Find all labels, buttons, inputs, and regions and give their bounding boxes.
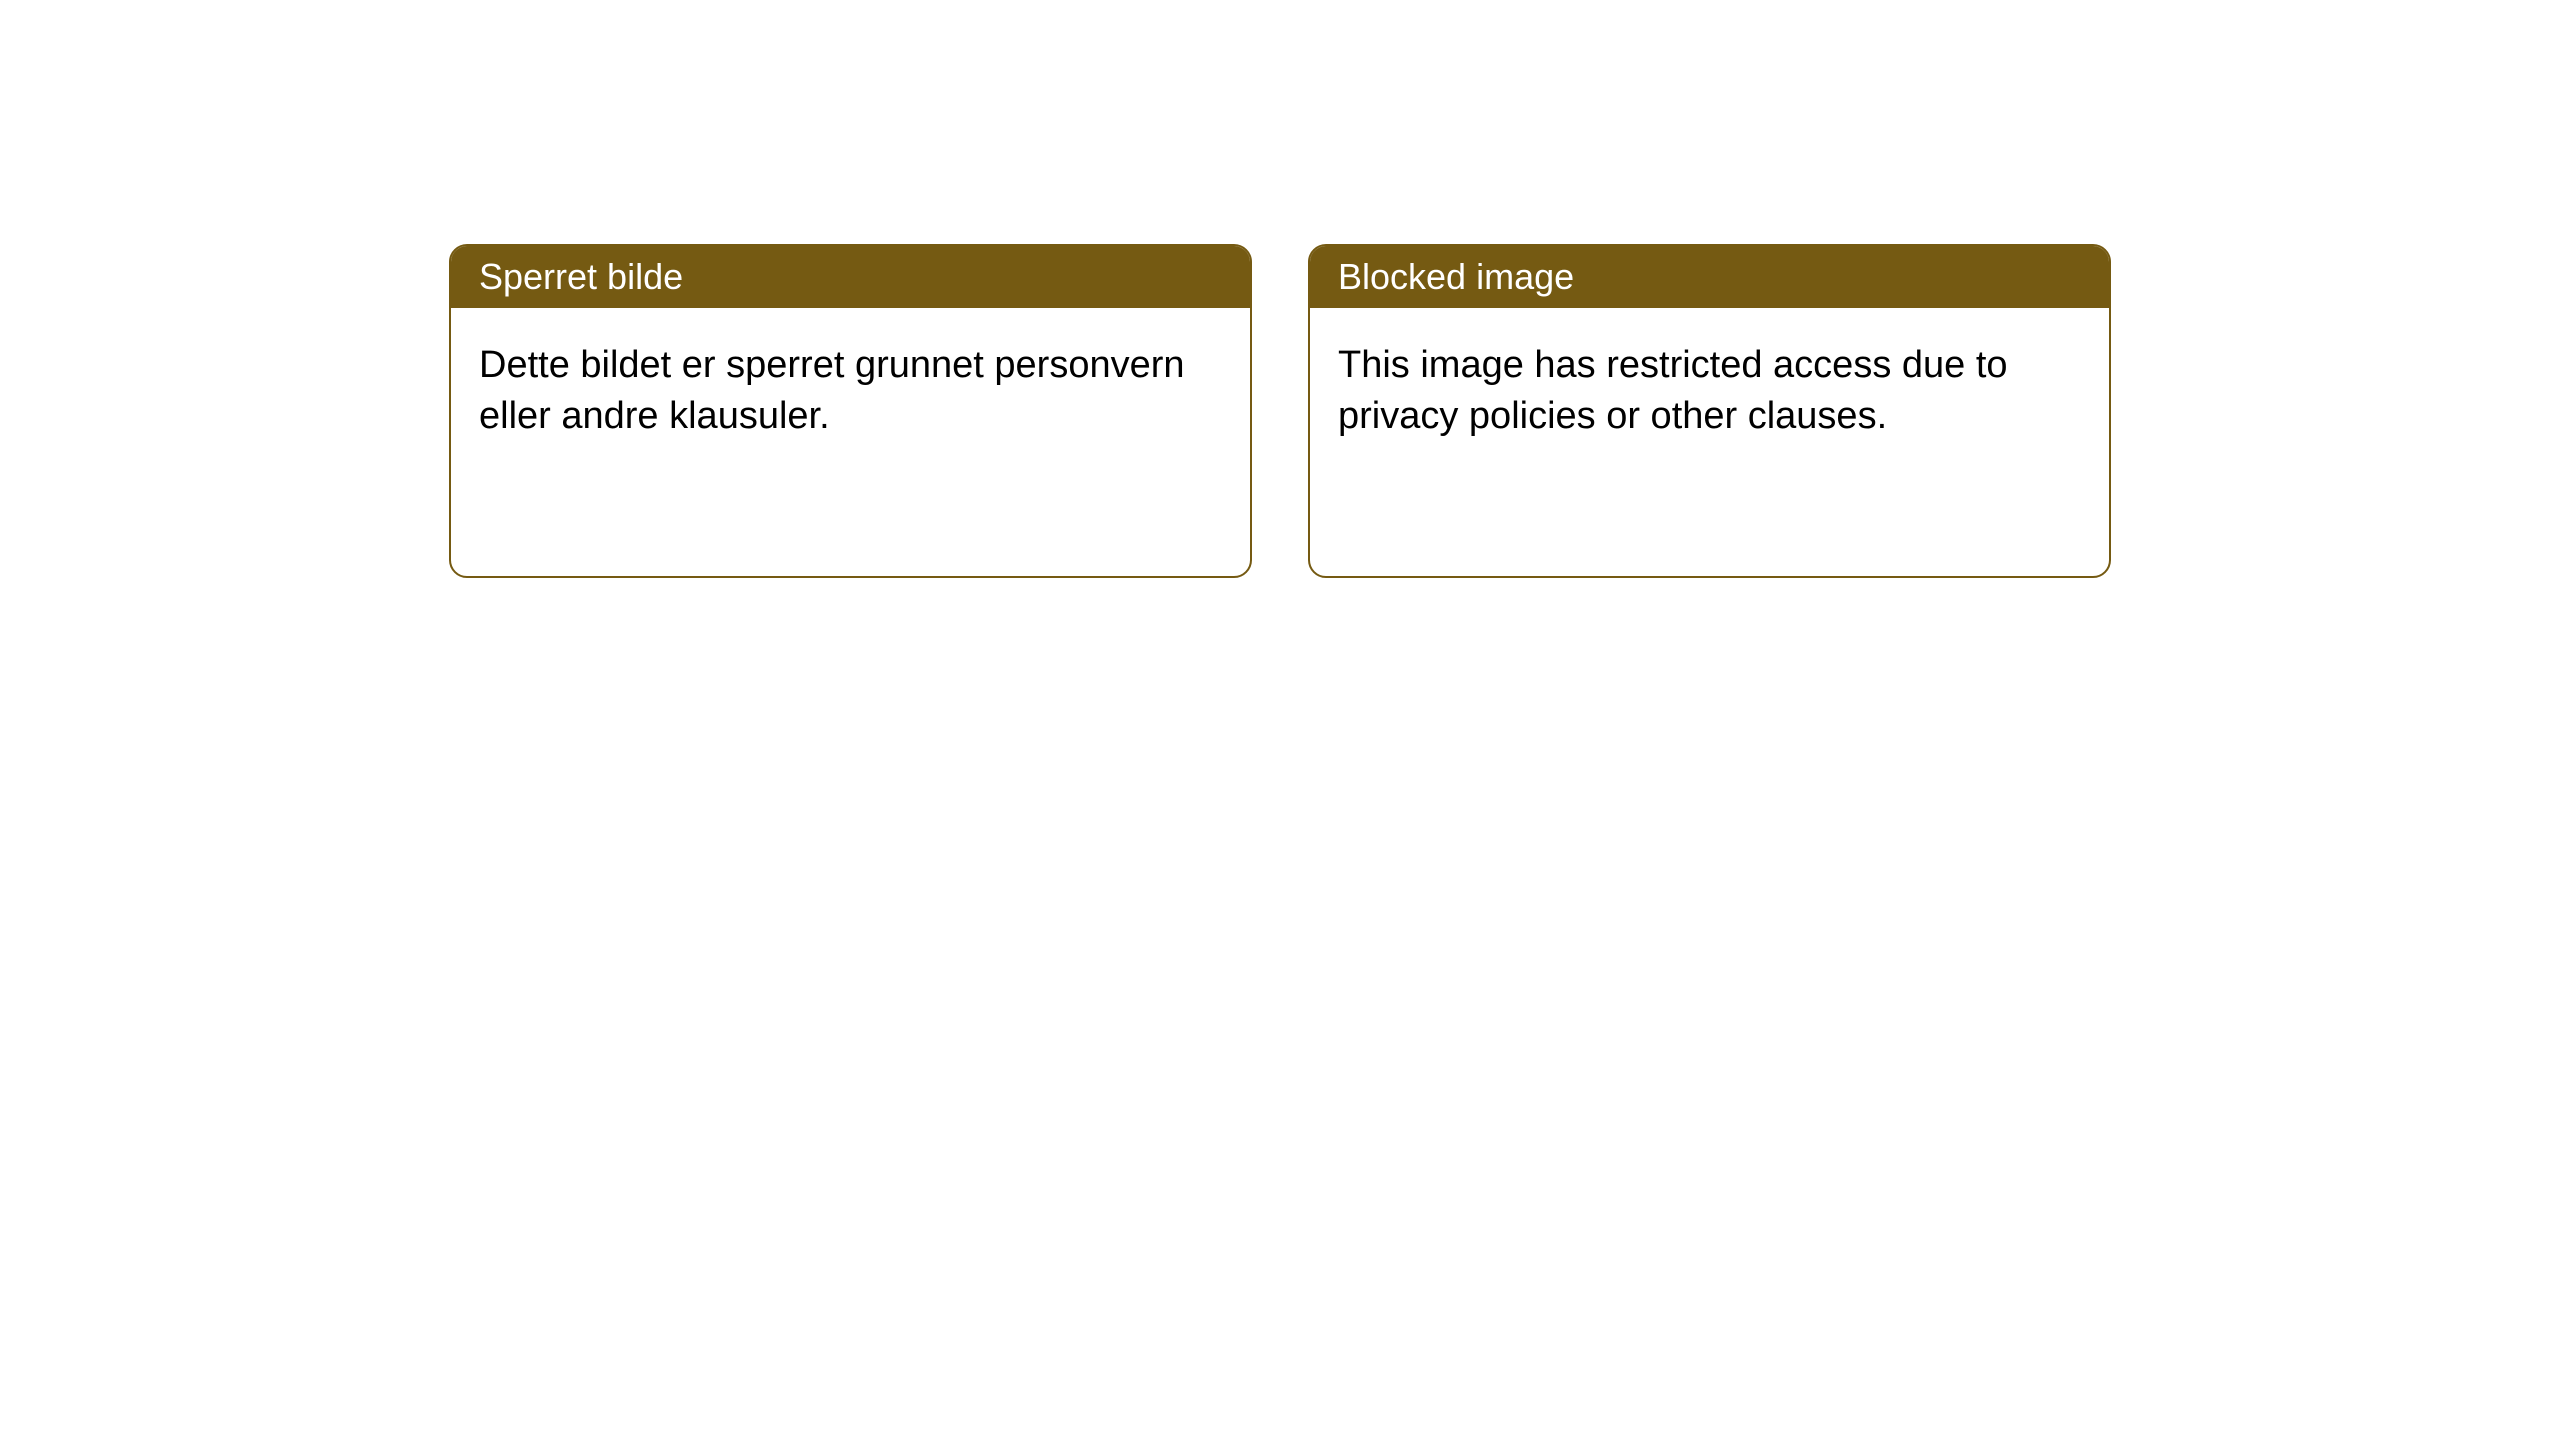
card-header-text: Sperret bilde [479, 256, 683, 297]
card-body: Dette bildet er sperret grunnet personve… [451, 308, 1250, 475]
card-body-text: Dette bildet er sperret grunnet personve… [479, 344, 1185, 437]
card-header: Sperret bilde [451, 246, 1250, 308]
card-body-text: This image has restricted access due to … [1338, 344, 2008, 437]
message-card-english: Blocked image This image has restricted … [1308, 244, 2111, 578]
message-cards-container: Sperret bilde Dette bildet er sperret gr… [449, 244, 2111, 578]
card-body: This image has restricted access due to … [1310, 308, 2109, 475]
card-header: Blocked image [1310, 246, 2109, 308]
message-card-norwegian: Sperret bilde Dette bildet er sperret gr… [449, 244, 1252, 578]
card-header-text: Blocked image [1338, 256, 1574, 297]
